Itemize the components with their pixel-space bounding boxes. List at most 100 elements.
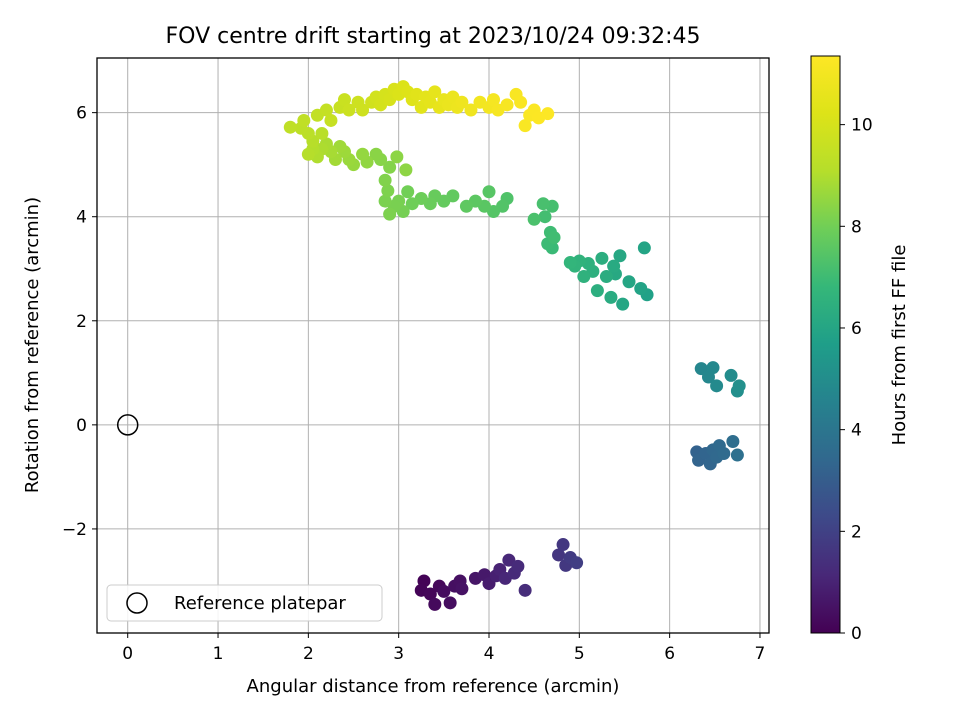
data-point xyxy=(527,212,541,226)
legend-label: Reference platepar xyxy=(174,593,346,614)
data-point xyxy=(315,126,329,140)
data-point xyxy=(547,231,561,245)
data-point xyxy=(552,548,566,562)
data-point xyxy=(710,379,724,393)
data-point xyxy=(622,275,636,289)
data-point xyxy=(514,95,528,109)
data-point xyxy=(428,85,442,99)
data-point xyxy=(319,103,333,117)
data-point xyxy=(378,173,392,187)
data-point xyxy=(637,241,651,255)
y-tick-label: −2 xyxy=(62,520,87,540)
data-point xyxy=(301,147,315,161)
data-point xyxy=(443,596,457,610)
colorbar-tick-label: 0 xyxy=(851,624,862,644)
legend: Reference platepar xyxy=(106,584,383,622)
data-point xyxy=(538,210,552,224)
x-tick-label: 2 xyxy=(303,644,314,664)
x-tick-label: 1 xyxy=(213,644,224,664)
legend-marker xyxy=(126,592,148,614)
data-point xyxy=(616,297,630,311)
data-point xyxy=(487,93,501,107)
colorbar-tick-label: 6 xyxy=(851,319,862,339)
data-point xyxy=(556,538,570,552)
data-point xyxy=(730,448,744,462)
x-axis-label: Angular distance from reference (arcmin) xyxy=(247,676,620,697)
data-point xyxy=(342,103,356,117)
colorbar-tick-label: 2 xyxy=(851,522,862,542)
data-point xyxy=(563,256,577,270)
colorbar-ticks: 0 2 4 6 8 10 xyxy=(840,116,873,644)
data-point xyxy=(381,184,395,198)
colorbar-tick-label: 4 xyxy=(851,421,862,441)
data-point xyxy=(283,120,297,134)
chart-title: FOV centre drift starting at 2023/10/24 … xyxy=(166,24,701,49)
data-point xyxy=(634,282,648,296)
data-point xyxy=(383,160,397,174)
data-point xyxy=(369,147,383,161)
plot-area-frame xyxy=(96,57,770,634)
data-point xyxy=(459,199,473,213)
data-point xyxy=(604,290,618,304)
data-point xyxy=(732,379,746,393)
data-point xyxy=(399,163,413,177)
data-point xyxy=(724,368,738,382)
x-tick-label: 0 xyxy=(122,644,133,664)
y-tick-label: 6 xyxy=(76,104,87,124)
y-tick-label: 0 xyxy=(76,416,87,436)
reference-platepar-marker xyxy=(116,414,139,436)
x-tick-label: 4 xyxy=(484,644,495,664)
reference-marker-layer xyxy=(116,414,139,436)
colorbar: 0 2 4 6 8 10 Hours from first FF file xyxy=(810,55,910,644)
data-point xyxy=(356,147,370,161)
data-point xyxy=(577,270,591,284)
data-point xyxy=(428,597,442,611)
data-point xyxy=(599,270,613,284)
y-tick-label: 4 xyxy=(76,208,87,228)
data-point xyxy=(717,446,731,460)
data-point xyxy=(570,556,584,570)
data-point xyxy=(401,185,415,199)
data-point xyxy=(324,113,338,127)
colorbar-label: Hours from first FF file xyxy=(889,245,910,446)
x-tick-label: 7 xyxy=(755,644,766,664)
data-point xyxy=(437,584,451,598)
data-point xyxy=(464,103,478,117)
data-point xyxy=(455,95,469,109)
colorbar-gradient xyxy=(810,55,841,634)
legend-box xyxy=(106,584,383,622)
data-point xyxy=(423,587,437,601)
colorbar-tick-label: 10 xyxy=(851,116,873,136)
y-axis-label: Rotation from reference (arcmin) xyxy=(22,197,43,493)
data-point xyxy=(726,435,740,449)
data-point xyxy=(706,361,720,375)
data-point xyxy=(390,150,404,164)
x-tick-label: 3 xyxy=(393,644,404,664)
data-point xyxy=(455,582,469,596)
data-point xyxy=(607,259,621,273)
data-point xyxy=(502,553,516,567)
data-point xyxy=(383,207,397,221)
data-point xyxy=(500,98,514,112)
data-point xyxy=(613,249,627,263)
y-tick-label: 2 xyxy=(76,312,87,332)
data-point xyxy=(405,197,419,211)
scatter-points xyxy=(283,80,746,611)
y-axis-ticks: −2 0 2 4 6 xyxy=(62,104,97,540)
data-point xyxy=(482,185,496,199)
data-point xyxy=(590,284,604,298)
data-point xyxy=(595,251,609,265)
data-point xyxy=(536,197,550,211)
data-point xyxy=(356,103,370,117)
grid xyxy=(97,58,769,633)
data-point xyxy=(541,107,555,121)
data-point xyxy=(337,93,351,107)
data-point xyxy=(378,194,392,208)
data-point xyxy=(518,119,532,133)
x-tick-label: 5 xyxy=(574,644,585,664)
x-axis-ticks: 0 1 2 3 4 5 6 7 xyxy=(122,633,765,664)
colorbar-tick-label: 8 xyxy=(851,217,862,237)
data-point xyxy=(518,583,532,597)
x-tick-label: 6 xyxy=(664,644,675,664)
